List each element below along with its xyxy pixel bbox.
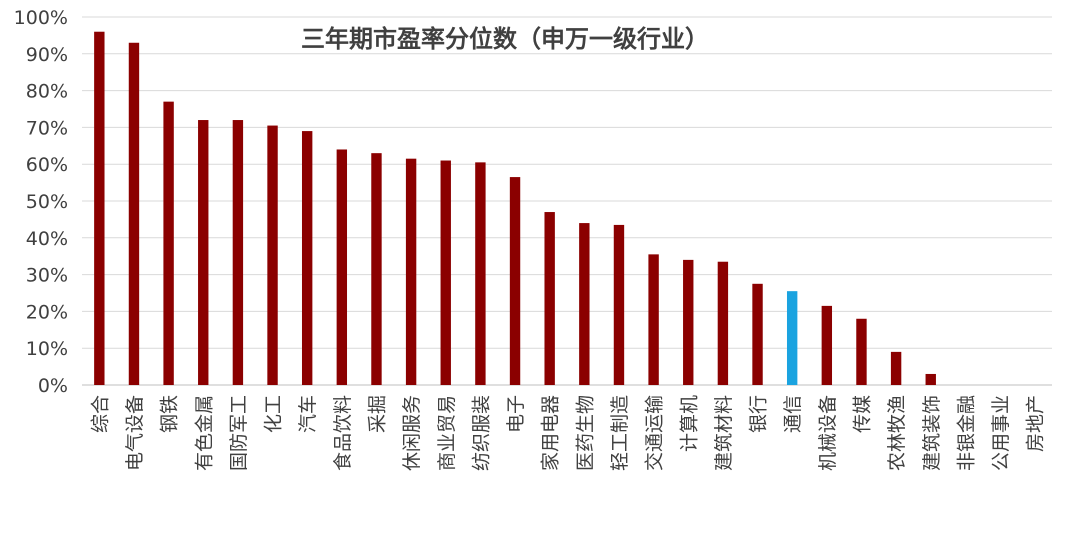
x-tick-label: 电子: [505, 395, 527, 433]
bar: [232, 120, 244, 385]
x-tick-label: 农林牧渔: [886, 395, 908, 471]
x-tick-label: 纺织服装: [470, 395, 492, 471]
y-tick-label: 20%: [26, 301, 68, 323]
y-tick-label: 0%: [38, 375, 68, 397]
bar: [925, 373, 936, 385]
bar: [717, 261, 729, 385]
x-axis: 综合 电气设备 钢铁 有色金属 国防军工 化工 汽车 食品饮料 采掘 休闲服务 商业贸易 纺织服装 电子…: [89, 395, 1046, 471]
x-tick-label: 轻工制造: [609, 395, 631, 471]
bar: [440, 160, 451, 385]
y-tick-label: 80%: [26, 81, 68, 103]
x-tick-label: 建筑材料: [713, 395, 735, 471]
y-tick-label: 30%: [26, 265, 68, 287]
x-tick-label: 有色金属: [193, 395, 215, 471]
x-tick-label: 银行: [748, 395, 770, 433]
y-tick-label: 40%: [26, 228, 68, 250]
y-tick-label: 90%: [26, 44, 68, 66]
bar: [613, 224, 625, 385]
x-tick-label: 国防军工: [228, 395, 250, 471]
bar: [371, 153, 382, 385]
bar: [163, 101, 174, 385]
bar: [683, 259, 694, 385]
bar: [405, 158, 417, 385]
x-tick-label: 公用事业: [990, 395, 1012, 471]
bar: [648, 254, 659, 385]
bar: [821, 305, 833, 385]
chart-title: 三年期市盈率分位数（申万一级行业）: [301, 25, 709, 53]
bar: [94, 31, 105, 385]
bar: [786, 291, 798, 385]
x-tick-label: 汽车: [297, 395, 319, 433]
x-tick-label: 传媒: [851, 395, 873, 433]
bar: [301, 131, 313, 385]
y-tick-label: 70%: [26, 117, 68, 139]
x-tick-label: 休闲服务: [401, 395, 423, 471]
x-tick-label: 钢铁: [159, 395, 181, 433]
x-tick-label: 医药生物: [574, 395, 596, 471]
x-tick-label: 交通运输: [644, 395, 666, 471]
bar: [336, 149, 348, 385]
bar: [198, 120, 209, 385]
bar: [475, 162, 486, 385]
x-tick-label: 机械设备: [817, 395, 839, 471]
x-tick-label: 电气设备: [124, 395, 146, 471]
y-axis: 0% 10% 20% 30% 40% 50% 60% 70% 80% 90% 100%: [14, 7, 68, 397]
x-tick-label: 非银金融: [955, 395, 977, 471]
x-tick-label: 通信: [782, 395, 804, 433]
bar: [509, 177, 521, 385]
x-tick-label: 家用电器: [540, 395, 562, 471]
x-tick-label: 采掘: [366, 395, 388, 433]
y-tick-label: 100%: [14, 7, 68, 29]
y-tick-label: 10%: [26, 338, 68, 360]
bar: [544, 212, 555, 385]
y-tick-label: 60%: [26, 154, 68, 176]
bar: [752, 283, 763, 385]
bar: [128, 42, 140, 385]
y-tick-label: 50%: [26, 191, 68, 213]
x-tick-label: 房地产: [1025, 395, 1047, 452]
x-tick-label: 综合: [89, 395, 111, 433]
x-tick-label: 建筑装饰: [921, 395, 943, 471]
bar: [579, 223, 590, 385]
x-tick-label: 食品饮料: [332, 395, 354, 471]
bar: [267, 125, 278, 385]
x-tick-label: 化工: [263, 395, 285, 433]
bar: [890, 351, 902, 385]
grid-layer: [82, 16, 1052, 386]
x-tick-label: 计算机: [678, 395, 700, 452]
x-tick-label: 商业贸易: [436, 395, 458, 471]
bars: [94, 31, 936, 385]
bar: [856, 318, 867, 385]
